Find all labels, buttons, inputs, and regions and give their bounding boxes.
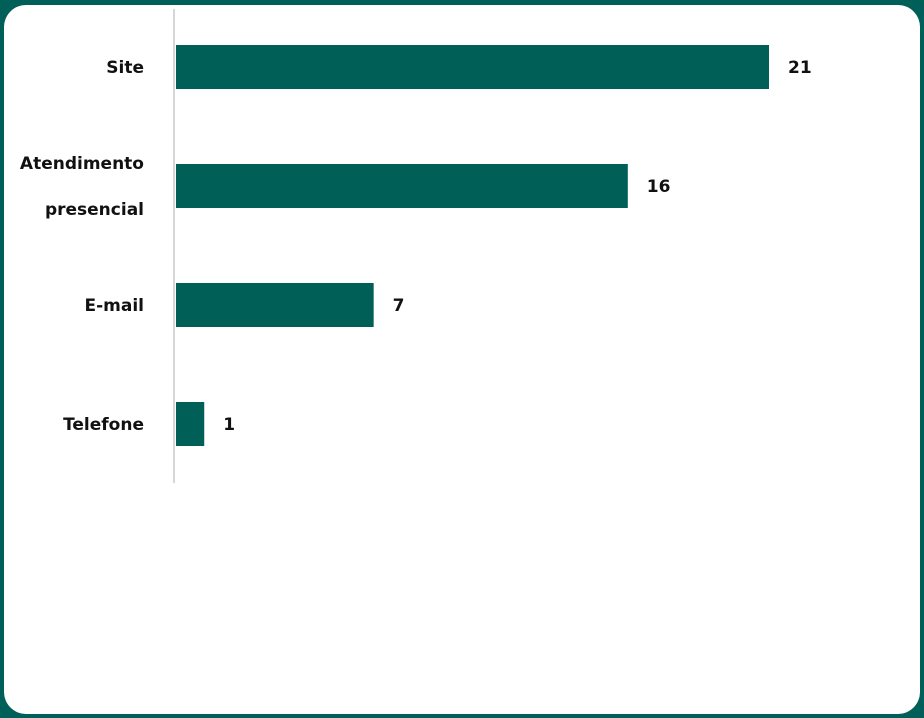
- category-label-line: Atendimento: [20, 154, 144, 174]
- category-label-line: Telefone: [63, 415, 144, 435]
- category-label-line: presencial: [45, 200, 144, 220]
- category-label-1: Atendimento presencial: [20, 154, 144, 220]
- bar-3: [176, 402, 205, 446]
- bar-0: [176, 45, 769, 89]
- data-label-0: 21: [788, 58, 812, 78]
- value-labels-group: 21 16 7 1: [223, 58, 811, 435]
- category-label-line: Site: [106, 58, 144, 78]
- data-label-1: 16: [647, 177, 671, 197]
- category-label-3: Telefone: [63, 415, 144, 435]
- category-label-line: E-mail: [84, 296, 144, 316]
- category-label-0: Site: [106, 58, 144, 78]
- chart-card: Site Atendimento presencial E-mail Telefone …: [4, 5, 920, 714]
- data-label-3: 1: [223, 415, 235, 435]
- data-label-2: 7: [393, 296, 405, 316]
- bar-1: [176, 164, 628, 208]
- bars-group: [176, 45, 769, 446]
- category-labels-group: Site Atendimento presencial E-mail Telefone: [20, 58, 144, 435]
- category-label-2: E-mail: [84, 296, 144, 316]
- bar-2: [176, 283, 374, 327]
